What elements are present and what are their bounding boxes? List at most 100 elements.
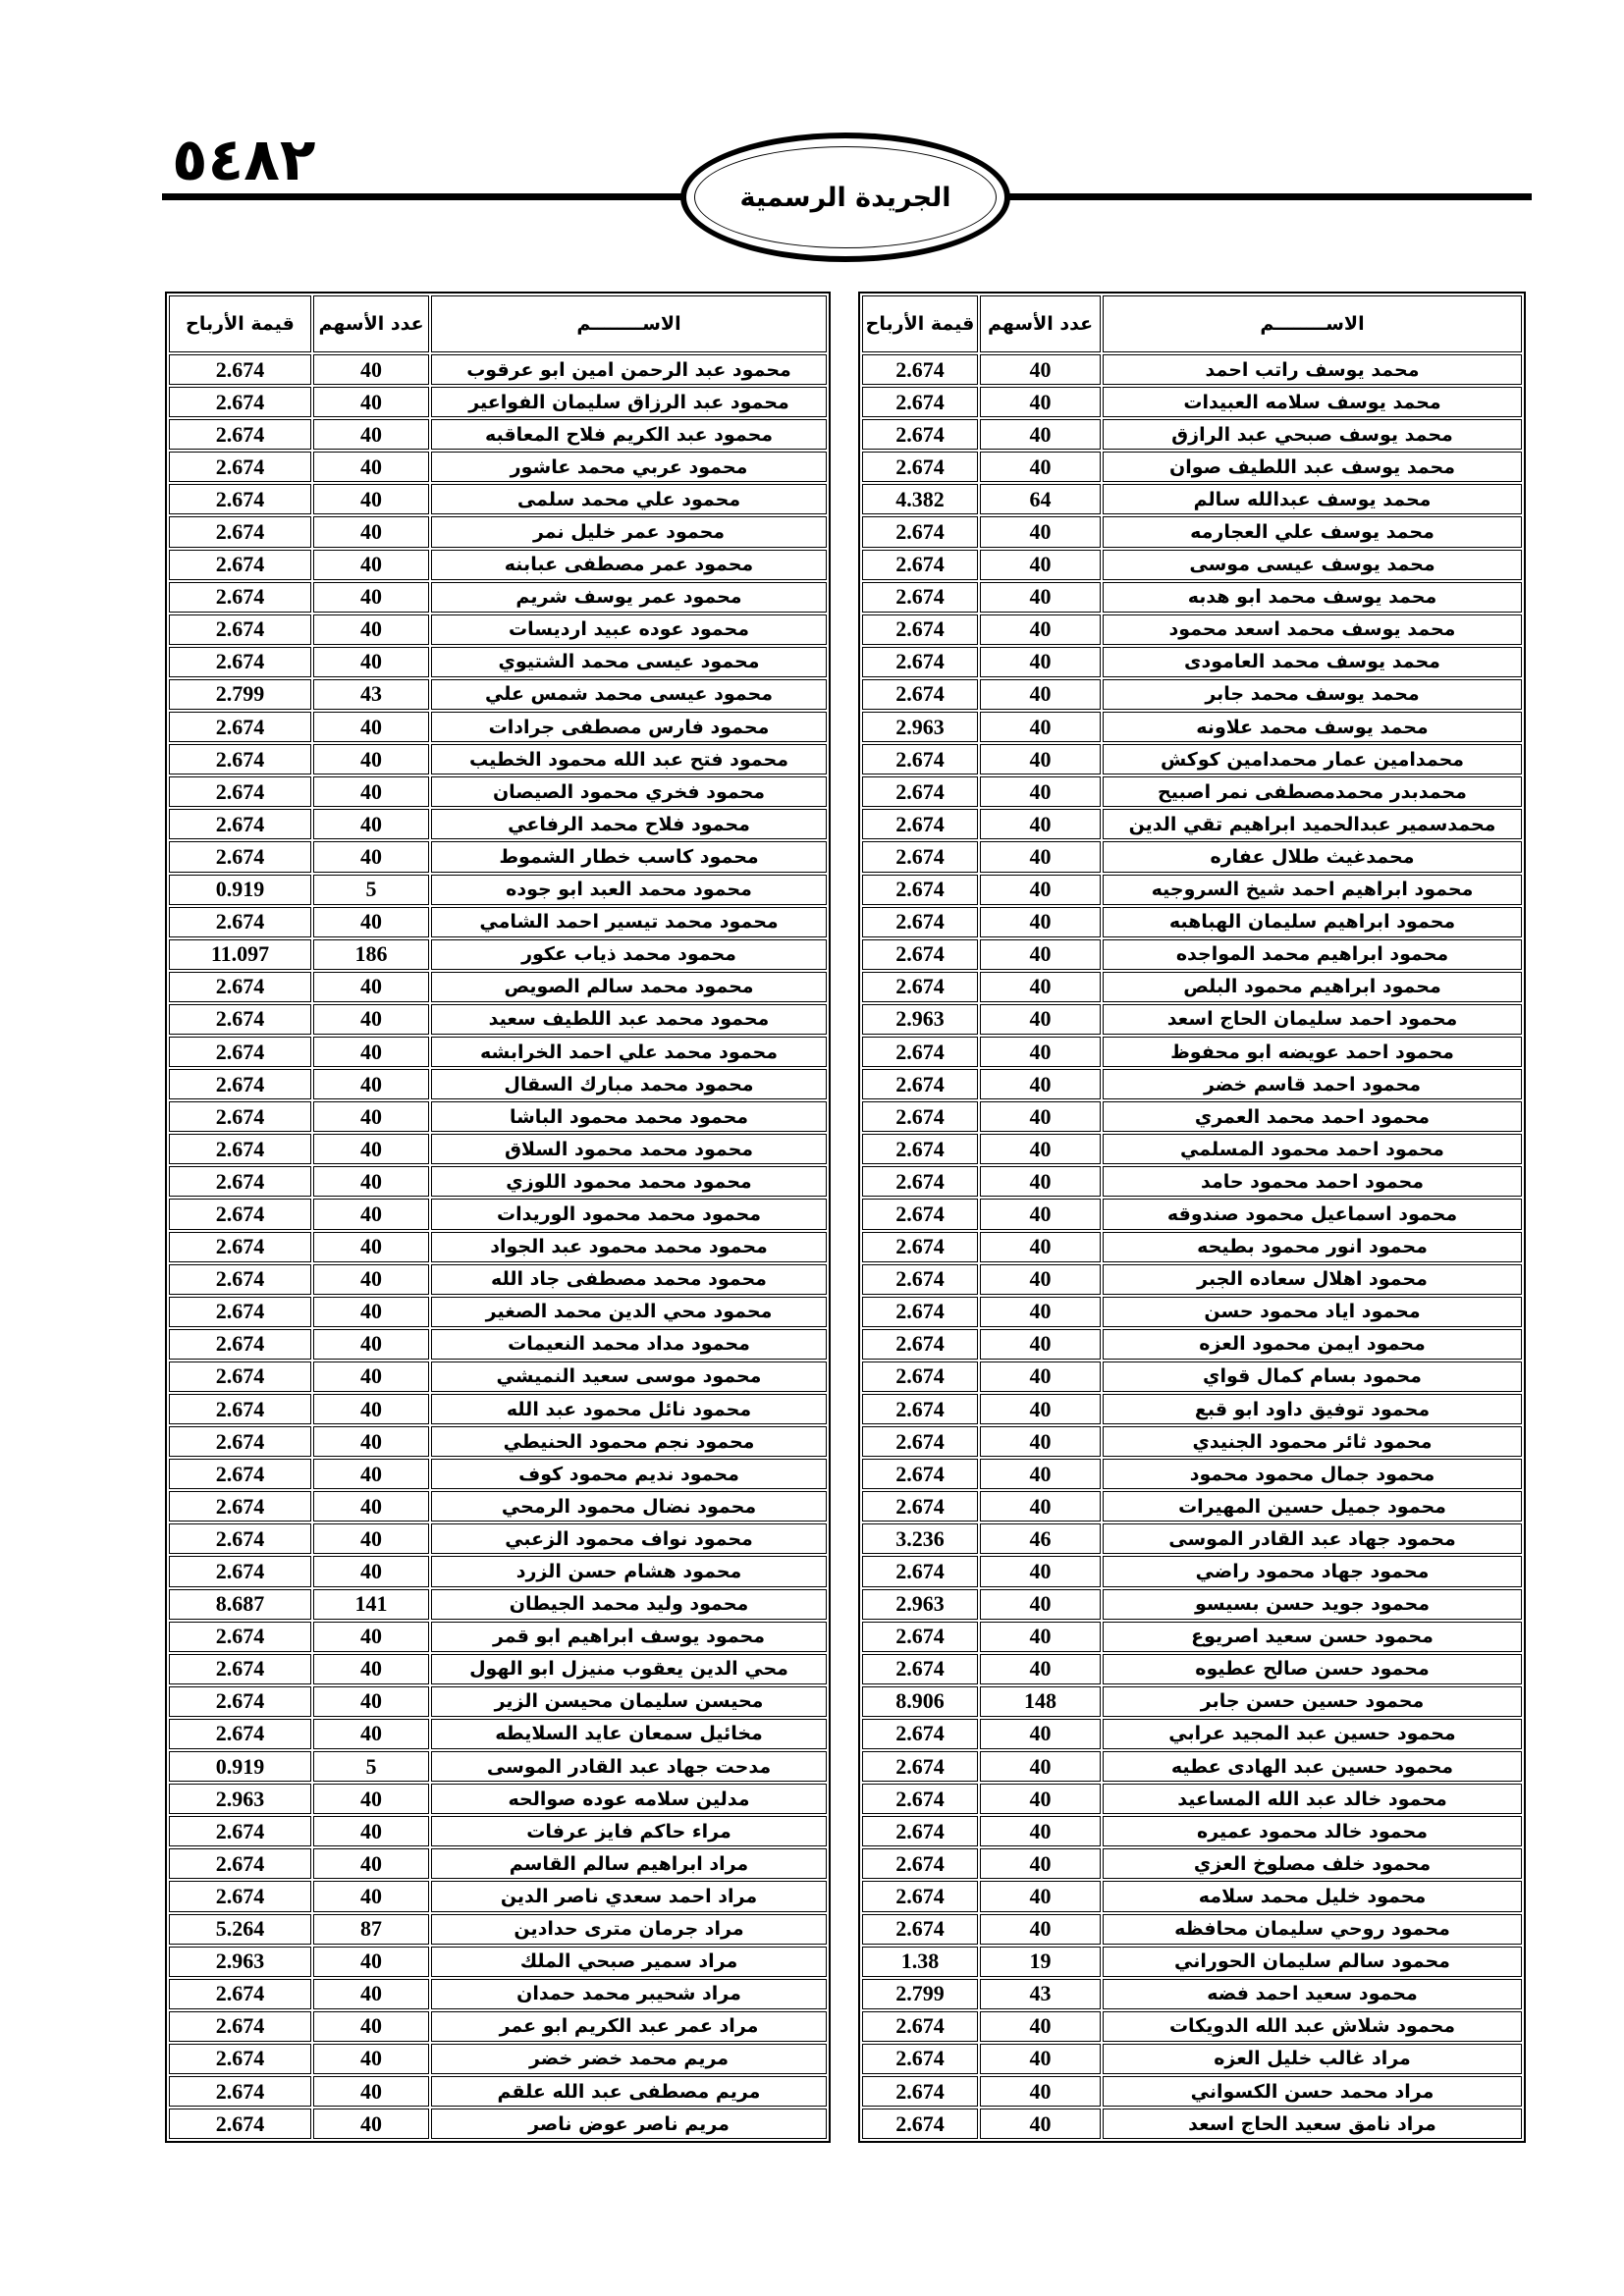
shares-cell: 40 [980, 971, 1101, 1002]
profit-cell: 2.674 [862, 2075, 978, 2108]
profit-cell: 2.963 [862, 712, 978, 743]
table-row: محمود محمد محمود عبد الجواد 40 2.674 [169, 1231, 827, 1262]
name-cell: محمود احمد محمود حامد [1103, 1166, 1522, 1198]
shares-cell: 40 [313, 1199, 429, 1230]
name-cell: مريم مصطفى عبد الله علقم [431, 2075, 827, 2108]
column-header-shares: عدد الأسهم [313, 295, 429, 352]
profit-cell: 2.674 [862, 646, 978, 677]
shares-cell: 40 [980, 1394, 1101, 1425]
profit-cell: 2.674 [862, 1361, 978, 1392]
name-cell: محمود يوسف ابراهيم ابو قمر [431, 1621, 827, 1652]
table-row: محمدبدر محمدمصطفى نمر اصبيح 40 2.674 [862, 776, 1522, 808]
profit-cell: 2.674 [169, 1621, 311, 1652]
profit-cell: 2.674 [169, 906, 311, 937]
shares-cell: 40 [313, 1394, 429, 1425]
name-cell: محمد يوسف سلامه العبيدات [1103, 387, 1522, 418]
table-row: محمود عيسى محمد الشتيوي 40 2.674 [169, 646, 827, 677]
table-row: محمود فخري محمود الصيصان 40 2.674 [169, 776, 827, 808]
table-row: محمد يوسف سلامه العبيدات 40 2.674 [862, 387, 1522, 418]
profit-cell: 2.674 [862, 1426, 978, 1458]
shares-cell: 40 [980, 809, 1101, 840]
shares-cell: 40 [980, 1556, 1101, 1587]
name-cell: محمود فلاح محمد الرفاعي [431, 809, 827, 840]
table-row: محمود احمد قاسم خضر 40 2.674 [862, 1069, 1522, 1100]
table-row: محمود يوسف ابراهيم ابو قمر 40 2.674 [169, 1621, 827, 1652]
profit-cell: 2.674 [862, 1134, 978, 1165]
table-row: محمود نديم محمود كوف 40 2.674 [169, 1459, 827, 1490]
table-row: محمود ايمن محمود العزه 40 2.674 [862, 1328, 1522, 1360]
table-row: محمود فتح عبد الله محمود الخطيب 40 2.674 [169, 744, 827, 775]
table-row: محمود سالم سليمان الحوراني 19 1.38 [862, 1946, 1522, 1977]
profit-cell: 2.674 [862, 581, 978, 613]
shares-cell: 40 [980, 678, 1101, 711]
shares-cell: 40 [980, 2010, 1101, 2042]
name-cell: محمود محمد مبارك السقال [431, 1069, 827, 1100]
table-row: مراد ابراهيم سالم القاسم 40 2.674 [169, 1848, 827, 1880]
name-cell: محمود جويد حسن بسيسو [1103, 1588, 1522, 1620]
shares-cell: 40 [980, 1134, 1101, 1165]
profit-cell: 2.674 [862, 1784, 978, 1815]
name-cell: محمود احمد محمود المسلمي [1103, 1134, 1522, 1165]
name-cell: محمود عيسى محمد الشتيوي [431, 646, 827, 677]
name-cell: مراد عمر عبد الكريم ابو عمر [431, 2010, 827, 2042]
shares-cell: 40 [313, 549, 429, 580]
name-cell: محمود انور محمود بطيحه [1103, 1231, 1522, 1262]
name-cell: محمود ايمن محمود العزه [1103, 1328, 1522, 1360]
profit-cell: 2.674 [862, 1069, 978, 1100]
table-row: محمد يوسف محمد ابو هدبه 40 2.674 [862, 581, 1522, 613]
table-row: محمود نجم محمود الحنيطي 40 2.674 [169, 1426, 827, 1458]
profit-cell: 2.674 [169, 1816, 311, 1847]
profit-cell: 2.674 [169, 776, 311, 808]
name-cell: محمود خلف مصلوخ العزي [1103, 1848, 1522, 1880]
name-cell: محمد يوسف محمد ابو هدبه [1103, 581, 1522, 613]
table-row: محمود محمد ذياب عكور 186 11.097 [169, 938, 827, 970]
table-row: محمود حسين عبد المجيد عرابي 40 2.674 [862, 1718, 1522, 1750]
column-header-name: الاســــــــم [1103, 295, 1522, 352]
table-row: مراد احمد سعدي ناصر الدين 40 2.674 [169, 1881, 827, 1912]
table-row: محمود عمر خليل نمر 40 2.674 [169, 516, 827, 548]
table-row: محمود محمد مصطفى جاد الله 40 2.674 [169, 1263, 827, 1295]
profit-cell: 8.687 [169, 1588, 311, 1620]
table-row: محمد يوسف عيسى موسى 40 2.674 [862, 549, 1522, 580]
shares-cell: 40 [980, 452, 1101, 483]
table-row: مراد غالب خليل العزه 40 2.674 [862, 2043, 1522, 2074]
shares-cell: 40 [980, 938, 1101, 970]
table-row: مراد عمر عبد الكريم ابو عمر 40 2.674 [169, 2010, 827, 2042]
name-cell: مدحت جهاد عبد القادر الموسى [431, 1751, 827, 1783]
table-row: محمود حسين حسن جابر 148 8.906 [862, 1685, 1522, 1717]
table-row: مراد سمير صبحي الملك 40 2.963 [169, 1946, 827, 1977]
table-row: مراء حاكم فايز عرفات 40 2.674 [169, 1816, 827, 1847]
shares-cell: 186 [313, 938, 429, 970]
shares-cell: 40 [980, 1328, 1101, 1360]
name-cell: محمود عمر مصطفى عبابنه [431, 549, 827, 580]
shares-cell: 40 [980, 1231, 1101, 1262]
shares-cell: 40 [980, 581, 1101, 613]
table-row: محمود محمد علي احمد الخرابشه 40 2.674 [169, 1036, 827, 1068]
shares-cell: 40 [313, 1523, 429, 1555]
name-cell: مراء حاكم فايز عرفات [431, 1816, 827, 1847]
profit-cell: 2.674 [169, 2109, 311, 2140]
name-cell: محمود نضال محمود الرمحي [431, 1491, 827, 1522]
name-cell: محمود احمد سليمان الحاج اسعد [1103, 1003, 1522, 1035]
table-row: محمود فارس مصطفى جرادات 40 2.674 [169, 712, 827, 743]
shares-cell: 40 [980, 2043, 1101, 2074]
column-header-profit: قيمة الأرباح [862, 295, 978, 352]
name-cell: محمد يوسف علي العجارمه [1103, 516, 1522, 548]
profit-cell: 2.674 [169, 1199, 311, 1230]
name-cell: محمود نجم محمود الحنيطي [431, 1426, 827, 1458]
name-cell: محمد يوسف محمد اسعد محمود [1103, 614, 1522, 645]
table-row: محمد يوسف راتب احمد 40 2.674 [862, 354, 1522, 386]
shares-cell: 40 [980, 1296, 1101, 1327]
name-cell: محمود وليد محمد الجيطان [431, 1588, 827, 1620]
name-cell: محمدامين عمار محمدامين كوكش [1103, 744, 1522, 775]
shares-cell: 40 [313, 387, 429, 418]
shares-cell: 64 [980, 484, 1101, 515]
table-row: محمود اياد محمود حسن 40 2.674 [862, 1296, 1522, 1327]
name-cell: محمود اياد محمود حسن [1103, 1296, 1522, 1327]
profit-cell: 2.674 [862, 809, 978, 840]
table-row: محمود احمد محمود المسلمي 40 2.674 [862, 1134, 1522, 1165]
name-cell: محمود كاسب خطار الشموط [431, 841, 827, 873]
table-header-row: الاســــــــم عدد الأسهم قيمة الأرباح [862, 295, 1522, 352]
name-cell: محمود محي الدين محمد الصغير [431, 1296, 827, 1327]
table-row: محمود سعيد احمد فضه 43 2.799 [862, 1978, 1522, 2009]
